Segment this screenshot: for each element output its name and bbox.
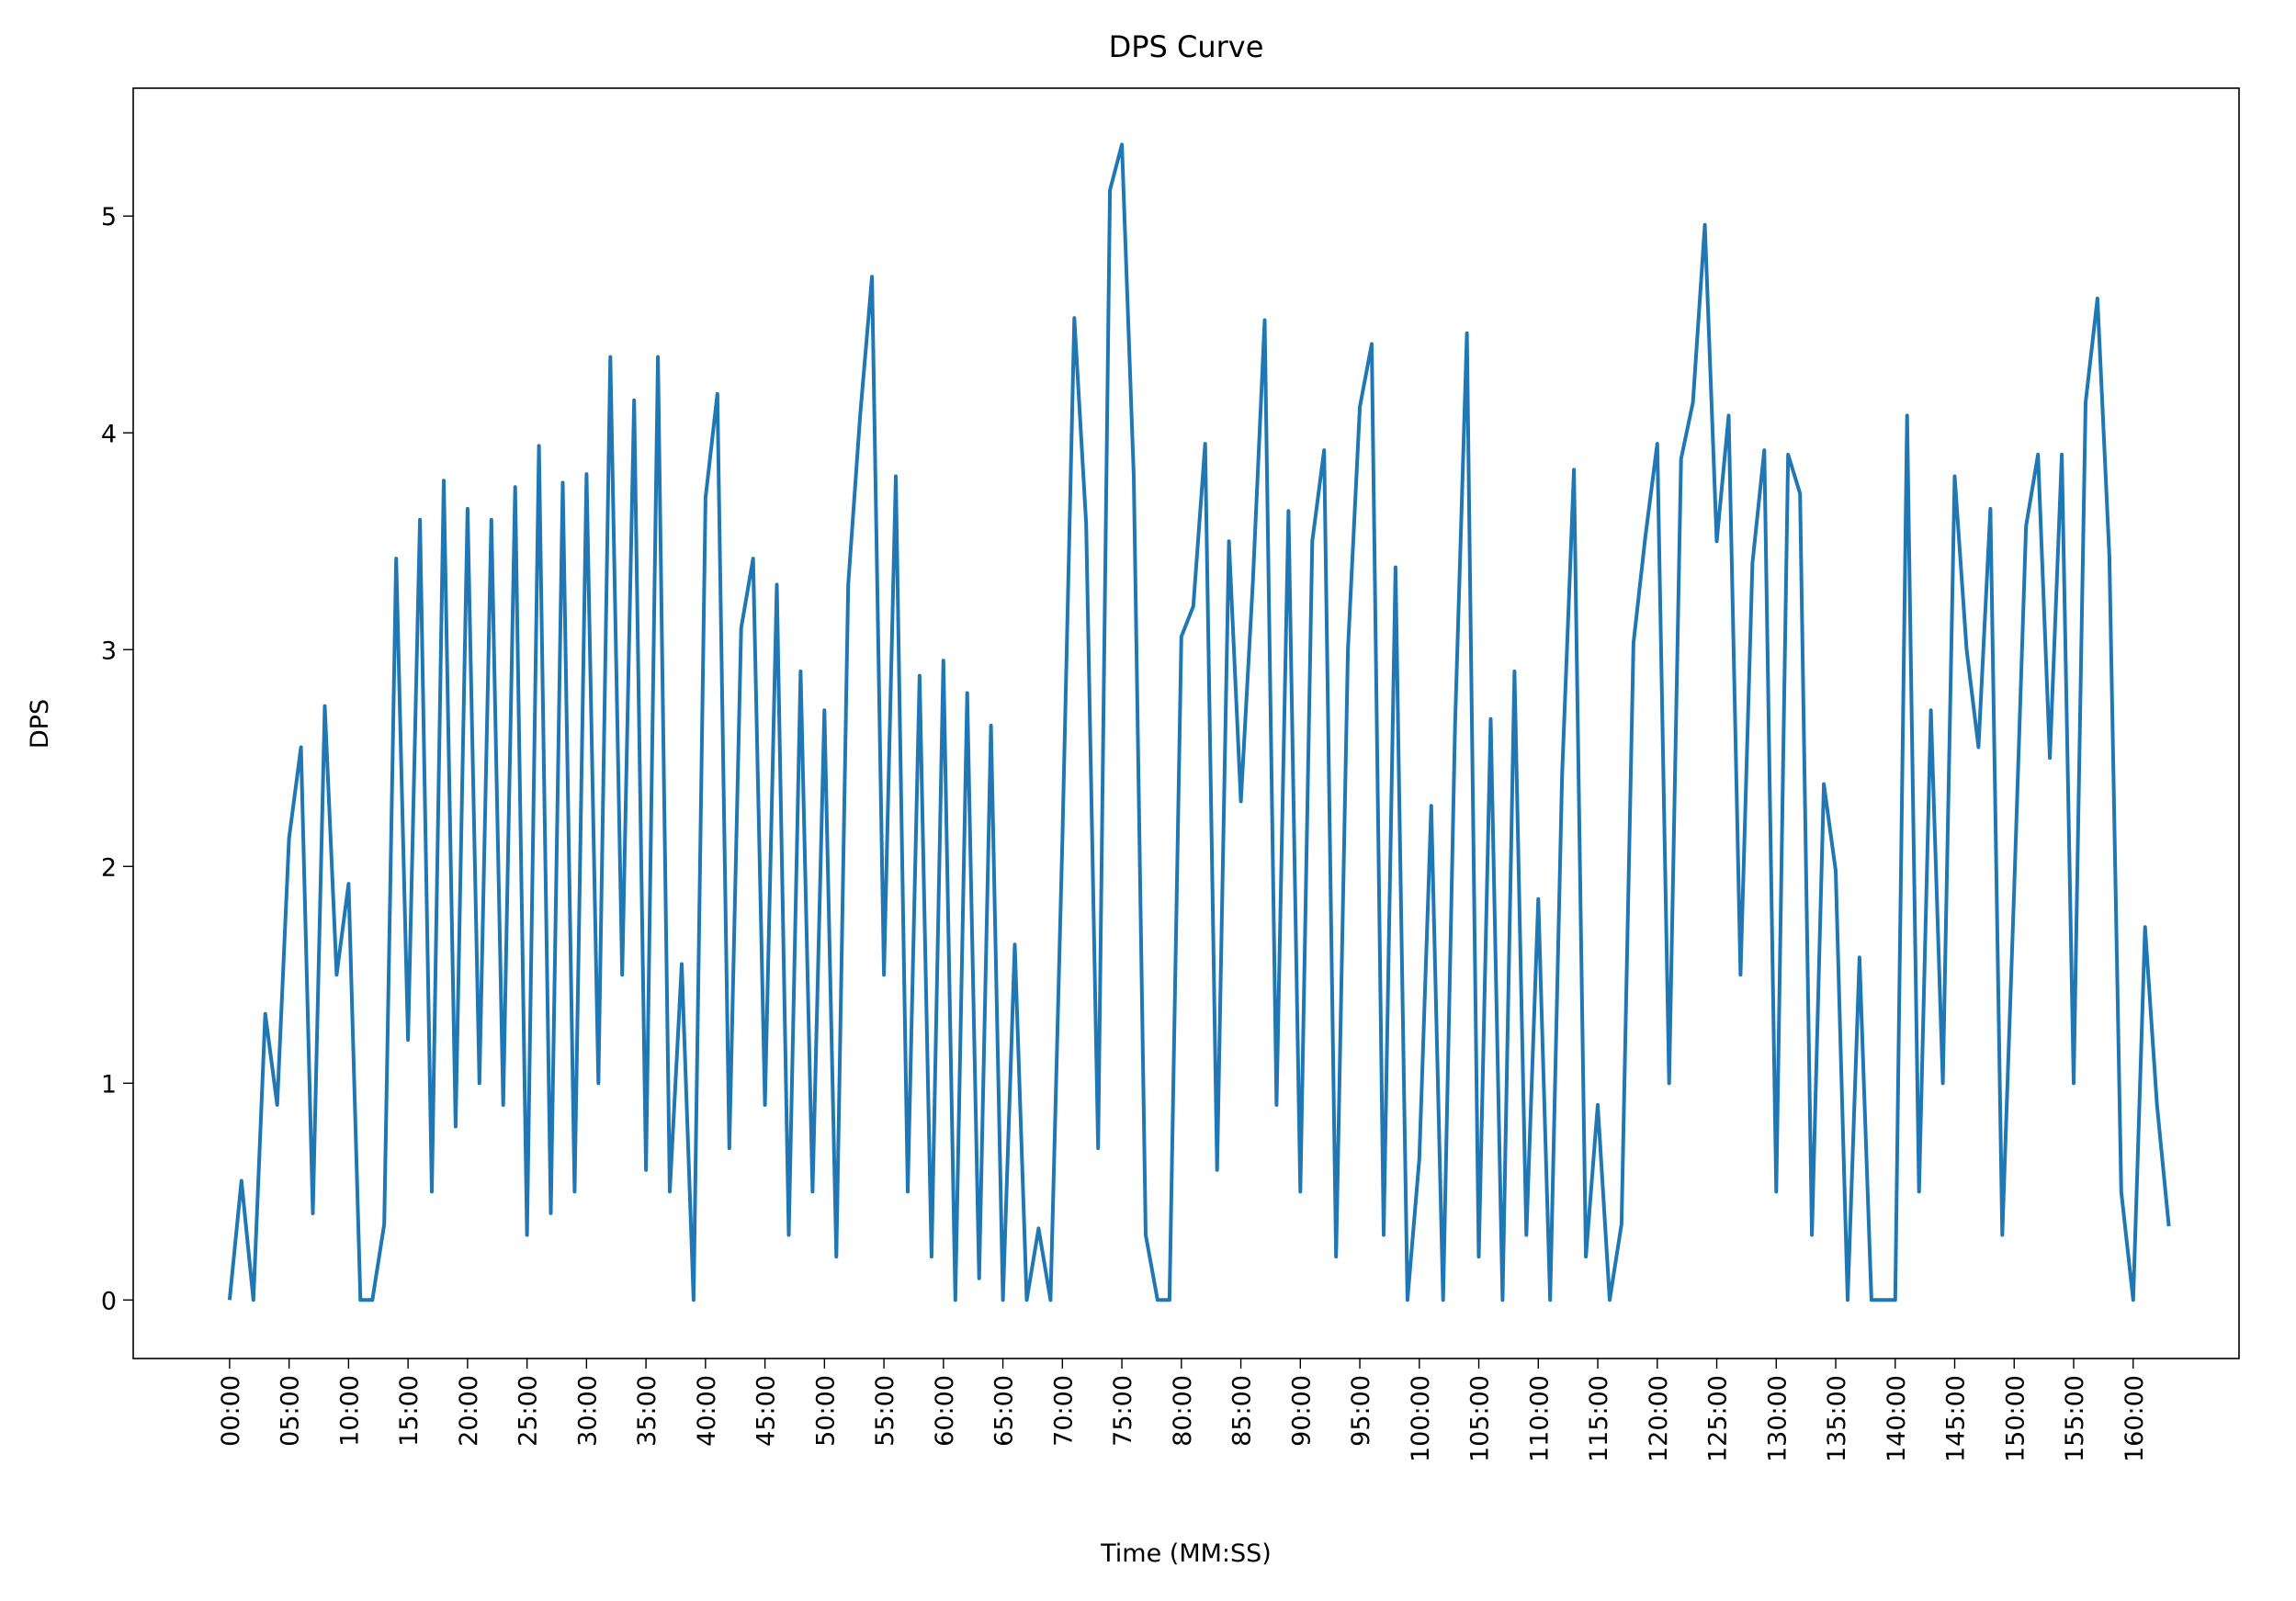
x-tick-label: 100:00 [1407, 1375, 1435, 1462]
x-tick-label: 85:00 [1228, 1375, 1257, 1447]
x-tick-label: 110:00 [1525, 1375, 1554, 1462]
x-tick-label: 30:00 [573, 1375, 602, 1447]
x-tick-label: 75:00 [1109, 1375, 1137, 1447]
y-tick-label: 0 [101, 1287, 117, 1315]
x-tick-label: 160:00 [2121, 1375, 2149, 1462]
y-tick-label: 1 [101, 1070, 117, 1099]
x-tick-label: 45:00 [752, 1375, 781, 1447]
x-tick-label: 50:00 [811, 1375, 840, 1447]
x-tick-label: 155:00 [2061, 1375, 2089, 1462]
x-tick-label: 15:00 [395, 1375, 424, 1447]
x-tick-label: 90:00 [1287, 1375, 1316, 1447]
x-tick-label: 40:00 [693, 1375, 721, 1447]
x-tick-label: 35:00 [633, 1375, 662, 1447]
x-tick-label: 105:00 [1466, 1375, 1495, 1462]
y-tick-label: 2 [101, 853, 117, 882]
x-tick-label: 135:00 [1823, 1375, 1851, 1462]
x-tick-label: 60:00 [931, 1375, 959, 1447]
x-tick-label: 55:00 [871, 1375, 899, 1447]
x-tick-label: 95:00 [1347, 1375, 1375, 1447]
y-tick-label: 3 [101, 637, 117, 665]
x-tick-label: 145:00 [1942, 1375, 1971, 1462]
plot-frame [132, 87, 2240, 1359]
y-tick-label: 4 [101, 420, 117, 448]
x-axis-label: Time (MM:SS) [1100, 1539, 1272, 1568]
y-tick-label: 5 [101, 203, 117, 231]
x-tick-label: 80:00 [1169, 1375, 1197, 1447]
x-tick-label: 120:00 [1645, 1375, 1673, 1462]
x-tick-label: 00:00 [217, 1375, 245, 1447]
x-tick-label: 115:00 [1585, 1375, 1613, 1462]
x-tick-label: 70:00 [1049, 1375, 1078, 1447]
x-tick-label: 65:00 [990, 1375, 1019, 1447]
chart-title: DPS Curve [1109, 29, 1264, 64]
x-tick-label: 130:00 [1763, 1375, 1792, 1462]
x-tick-label: 10:00 [335, 1375, 364, 1447]
x-tick-label: 125:00 [1704, 1375, 1733, 1462]
y-axis-label: DPS [26, 699, 54, 749]
data-line [227, 142, 2171, 1302]
x-tick-label: 150:00 [2001, 1375, 2030, 1462]
x-tick-label: 20:00 [455, 1375, 483, 1447]
x-tick-label: 140:00 [1883, 1375, 1911, 1462]
x-tick-label: 25:00 [515, 1375, 543, 1447]
x-tick-label: 05:00 [277, 1375, 305, 1447]
